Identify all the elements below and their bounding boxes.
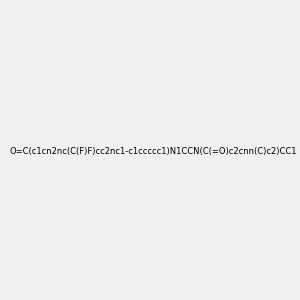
- Text: O=C(c1cn2nc(C(F)F)cc2nc1-c1ccccc1)N1CCN(C(=O)c2cnn(C)c2)CC1: O=C(c1cn2nc(C(F)F)cc2nc1-c1ccccc1)N1CCN(…: [10, 147, 298, 156]
